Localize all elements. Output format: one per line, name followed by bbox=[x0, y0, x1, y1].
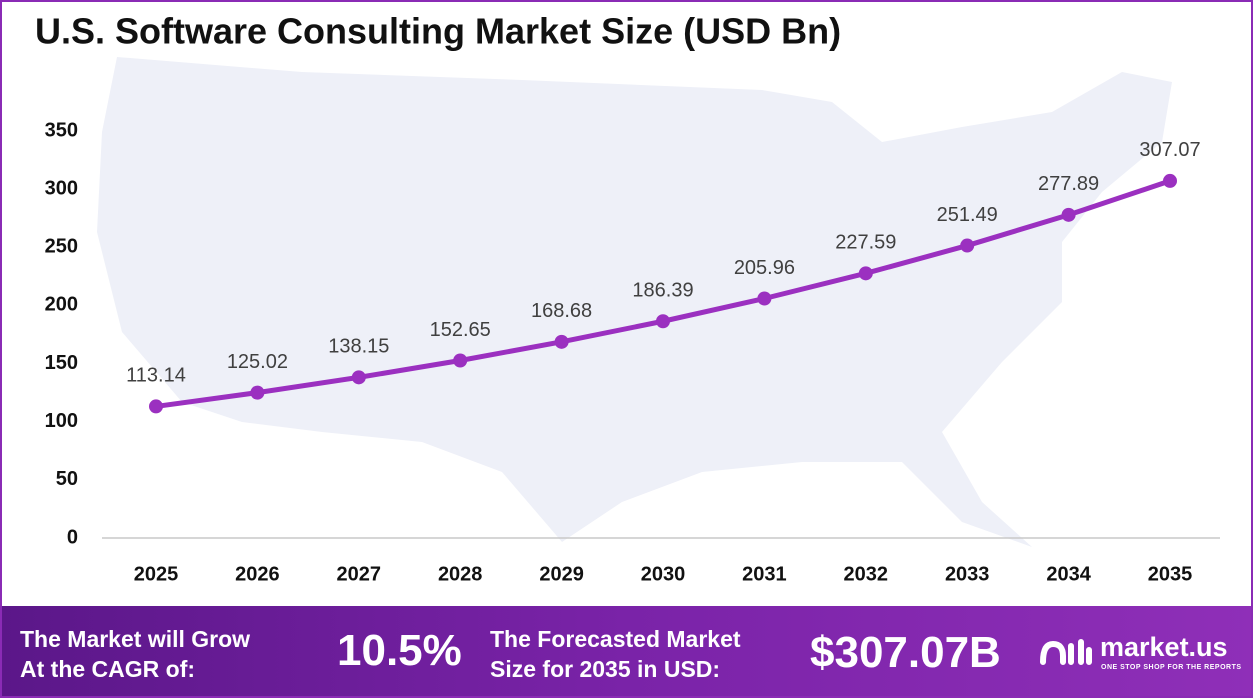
data-point bbox=[554, 334, 569, 349]
y-tick-label: 50 bbox=[56, 468, 78, 490]
cagr-label: The Market will Grow At the CAGR of: bbox=[20, 624, 250, 684]
x-tick-label: 2035 bbox=[1148, 563, 1193, 585]
y-tick-label: 350 bbox=[45, 119, 78, 141]
chart: U.S. Software Consulting Market Size (US… bbox=[35, 11, 1220, 585]
y-tick-label: 250 bbox=[45, 236, 78, 258]
y-tick-label: 200 bbox=[45, 294, 78, 316]
data-label: 277.89 bbox=[1038, 173, 1099, 195]
data-label: 205.96 bbox=[734, 257, 795, 279]
x-tick-label: 2026 bbox=[235, 563, 280, 585]
cagr-label-line: The Market will Grow bbox=[20, 626, 251, 652]
data-point bbox=[656, 314, 670, 329]
y-tick-label: 100 bbox=[45, 410, 78, 432]
data-label: 113.14 bbox=[126, 365, 186, 387]
x-tick-label: 2025 bbox=[134, 563, 179, 585]
x-tick-label: 2033 bbox=[945, 563, 990, 585]
forecast-label: The Forecasted Market Size for 2035 in U… bbox=[490, 624, 741, 684]
y-tick-label: 300 bbox=[45, 177, 78, 199]
forecast-label-line: Size for 2035 in USD: bbox=[490, 656, 721, 682]
x-tick-label: 2032 bbox=[844, 563, 889, 585]
forecast-value: $307.07B bbox=[810, 628, 1001, 677]
data-point bbox=[149, 399, 163, 414]
data-label: 152.65 bbox=[430, 319, 491, 341]
x-tick-label: 2029 bbox=[539, 563, 584, 585]
data-point bbox=[1163, 173, 1177, 188]
data-label: 168.68 bbox=[531, 300, 592, 322]
data-label: 227.59 bbox=[835, 232, 896, 254]
x-tick-label: 2027 bbox=[337, 563, 382, 585]
data-point bbox=[1061, 207, 1076, 222]
map-background bbox=[97, 57, 1172, 547]
data-point bbox=[858, 266, 873, 281]
chart-title: U.S. Software Consulting Market Size (US… bbox=[35, 11, 841, 52]
data-point bbox=[250, 385, 265, 400]
y-tick-label: 150 bbox=[45, 352, 78, 374]
cagr-label-line: At the CAGR of: bbox=[20, 656, 196, 682]
x-tick-label: 2031 bbox=[742, 563, 787, 585]
cagr-value: 10.5% bbox=[337, 626, 462, 675]
forecast-label-line: The Forecasted Market bbox=[490, 626, 741, 652]
data-label: 125.02 bbox=[227, 351, 288, 373]
data-point bbox=[351, 370, 366, 385]
brand-name: market.us bbox=[1100, 632, 1228, 662]
x-tick-label: 2034 bbox=[1046, 563, 1091, 585]
data-label: 307.07 bbox=[1139, 139, 1200, 161]
data-point bbox=[960, 238, 975, 253]
data-label: 138.15 bbox=[328, 336, 389, 358]
brand-logo bbox=[1040, 639, 1092, 665]
data-label: 251.49 bbox=[937, 204, 998, 226]
y-tick-label: 0 bbox=[67, 526, 78, 548]
brand-tagline: ONE STOP SHOP FOR THE REPORTS bbox=[1101, 664, 1242, 671]
x-tick-label: 2028 bbox=[438, 563, 483, 585]
data-label: 186.39 bbox=[632, 280, 693, 302]
footer: The Market will Grow At the CAGR of: 10.… bbox=[2, 606, 1251, 696]
data-point bbox=[757, 291, 772, 306]
x-tick-label: 2030 bbox=[641, 563, 686, 585]
data-point bbox=[453, 353, 468, 368]
